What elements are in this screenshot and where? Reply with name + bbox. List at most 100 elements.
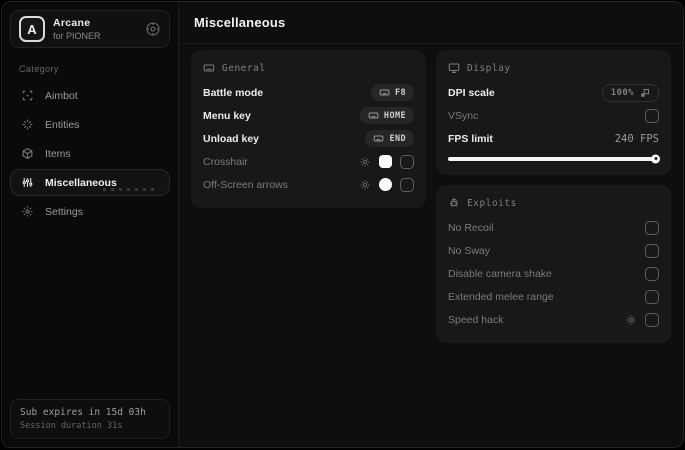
general-panel-header: General	[203, 62, 414, 74]
display-panel-title: Display	[467, 62, 511, 74]
general-panel: General Battle mode F8 Menu key	[191, 50, 426, 208]
display-panel: Display DPI scale 100% VSync	[436, 50, 671, 175]
no-sway-checkbox[interactable]	[645, 243, 659, 258]
setting-label: Off-Screen arrows	[203, 178, 288, 191]
sidebar-item-aimbot[interactable]: Aimbot	[10, 82, 170, 109]
active-item-dots-decoration	[103, 188, 159, 191]
display-panel-header: Display	[448, 62, 659, 74]
brand-text: Arcane for PIONER	[53, 17, 137, 41]
setting-row-offscreen-arrows: Off-Screen arrows	[203, 173, 414, 196]
exploits-panel: Exploits No Recoil No Sway Disable camer…	[436, 185, 671, 343]
setting-row-dpi-scale: DPI scale 100%	[448, 81, 659, 104]
exploits-panel-header: Exploits	[448, 197, 659, 209]
sidebar-nav: Aimbot Entities Items Miscellaneous	[10, 82, 170, 225]
keybind-value: F8	[394, 87, 406, 98]
no-recoil-checkbox[interactable]	[645, 220, 659, 235]
miscellaneous-sliders-icon	[21, 176, 34, 189]
keybind-button-unload-key[interactable]: END	[365, 130, 414, 147]
keyboard-icon	[203, 62, 215, 74]
setting-label: Battle mode	[203, 86, 264, 99]
setting-row-fps-limit: FPS limit 240 FPS	[448, 127, 659, 150]
keybind-button-menu-key[interactable]: HOME	[359, 107, 414, 124]
setting-row-battle-mode: Battle mode F8	[203, 81, 414, 104]
setting-label: VSync	[448, 109, 479, 122]
setting-row-menu-key: Menu key HOME	[203, 104, 414, 127]
page-title: Miscellaneous	[194, 15, 286, 30]
speed-hack-checkbox[interactable]	[645, 312, 659, 327]
brand-card: A Arcane for PIONER	[10, 10, 170, 48]
setting-label: Extended melee range	[448, 290, 554, 303]
left-column: General Battle mode F8 Menu key	[191, 50, 426, 208]
dpi-scale-select[interactable]: 100%	[601, 83, 659, 102]
slider-knob[interactable]	[651, 154, 660, 163]
sidebar: A Arcane for PIONER Category Aimbot	[2, 2, 178, 447]
crosshair-config-gear-icon[interactable]	[359, 156, 371, 168]
right-column: Display DPI scale 100% VSync	[436, 50, 671, 343]
setting-label: Unload key	[203, 132, 260, 145]
setting-label: Crosshair	[203, 155, 248, 168]
scale-icon	[640, 88, 650, 98]
offscreen-arrows-checkbox[interactable]	[400, 177, 414, 192]
setting-label: FPS limit	[448, 132, 493, 145]
setting-label: Speed hack	[448, 313, 504, 326]
setting-row-no-sway: No Sway	[448, 239, 659, 262]
speed-hack-config-gear-icon[interactable]	[625, 314, 637, 326]
main-area: Miscellaneous General Battle mode	[178, 2, 683, 447]
setting-row-unload-key: Unload key END	[203, 127, 414, 150]
keybind-value: HOME	[383, 110, 406, 121]
crosshair-checkbox[interactable]	[400, 154, 414, 169]
setting-row-disable-camera-shake: Disable camera shake	[448, 262, 659, 285]
sidebar-item-label: Miscellaneous	[45, 176, 117, 189]
keyboard-key-icon	[373, 133, 384, 144]
sidebar-item-entities[interactable]: Entities	[10, 111, 170, 138]
vsync-checkbox[interactable]	[645, 108, 659, 123]
extended-melee-range-checkbox[interactable]	[645, 289, 659, 304]
app-name: Arcane	[53, 16, 91, 29]
brand-settings-icon[interactable]	[145, 21, 161, 37]
fps-limit-value: 240 FPS	[614, 132, 659, 145]
fps-limit-slider[interactable]	[448, 154, 660, 163]
items-box-icon	[21, 147, 34, 160]
monitor-icon	[448, 62, 460, 74]
aimbot-scan-icon	[21, 89, 34, 102]
setting-row-no-recoil: No Recoil	[448, 216, 659, 239]
sidebar-item-label: Settings	[45, 205, 83, 218]
disable-camera-shake-checkbox[interactable]	[645, 266, 659, 281]
session-duration-text: Session duration 31s	[20, 421, 123, 431]
keybind-value: END	[389, 133, 406, 144]
keyboard-key-icon	[379, 87, 390, 98]
app-logo: A	[19, 16, 45, 42]
keybind-button-battle-mode[interactable]: F8	[370, 84, 414, 101]
exploits-panel-title: Exploits	[467, 197, 517, 209]
setting-label: DPI scale	[448, 86, 495, 99]
settings-gear-icon	[21, 205, 34, 218]
sidebar-item-miscellaneous[interactable]: Miscellaneous	[10, 169, 170, 196]
dpi-scale-value: 100%	[610, 87, 634, 98]
general-panel-title: General	[222, 62, 266, 74]
sidebar-item-label: Aimbot	[45, 89, 78, 102]
sidebar-item-settings[interactable]: Settings	[10, 198, 170, 225]
keyboard-key-icon	[368, 110, 379, 121]
offscreen-arrows-config-gear-icon[interactable]	[359, 179, 371, 191]
setting-label: Disable camera shake	[448, 267, 552, 280]
sub-expiry-text: Sub expires in 15d 03h	[20, 407, 146, 418]
sidebar-item-items[interactable]: Items	[10, 140, 170, 167]
crosshair-color-swatch[interactable]	[379, 155, 392, 168]
setting-row-extended-melee-range: Extended melee range	[448, 285, 659, 308]
setting-row-crosshair: Crosshair	[203, 150, 414, 173]
offscreen-arrows-color-swatch[interactable]	[379, 178, 392, 191]
setting-row-speed-hack: Speed hack	[448, 308, 659, 331]
setting-label: Menu key	[203, 109, 251, 122]
bug-icon	[448, 197, 460, 209]
entities-icon	[21, 118, 34, 131]
main-header: Miscellaneous	[179, 2, 683, 44]
setting-label: No Sway	[448, 244, 491, 257]
content: General Battle mode F8 Menu key	[179, 44, 683, 355]
app-subtitle: for PIONER	[53, 30, 101, 41]
sidebar-item-label: Entities	[45, 118, 80, 131]
subscription-info-card: Sub expires in 15d 03h Session duration …	[10, 399, 170, 439]
sidebar-item-label: Items	[45, 147, 71, 160]
category-label: Category	[19, 64, 59, 74]
slider-fill	[448, 157, 659, 161]
setting-label: No Recoil	[448, 221, 494, 234]
